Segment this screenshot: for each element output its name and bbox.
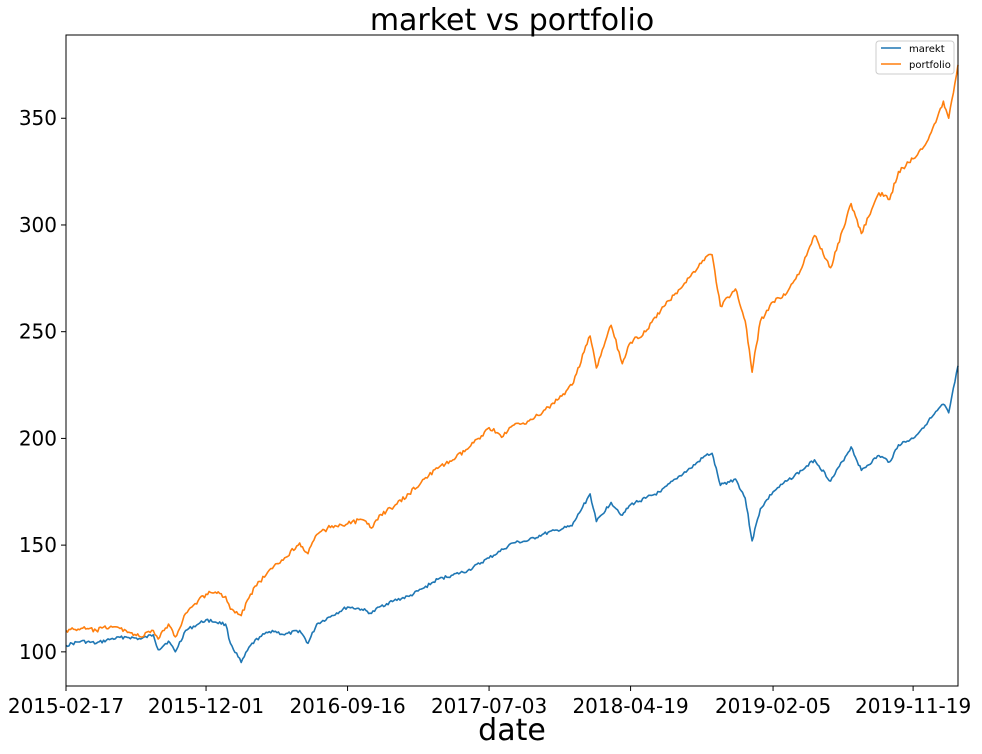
series-line-portfolio xyxy=(65,64,959,640)
x-tick-label: 2019-11-19 xyxy=(855,694,971,718)
x-tick-label: 2015-12-01 xyxy=(148,694,264,718)
x-tick-label: 2019-02-05 xyxy=(715,694,831,718)
series-line-marekt xyxy=(65,365,959,664)
y-tick-label: 150 xyxy=(19,533,57,557)
legend-label-marekt: marekt xyxy=(909,44,945,55)
chart-title: market vs portfolio xyxy=(370,3,654,38)
y-tick-label: 300 xyxy=(19,213,57,237)
y-tick-label: 100 xyxy=(19,640,57,664)
x-tick-label: 2018-04-19 xyxy=(572,694,688,718)
plot-frame xyxy=(65,34,959,687)
y-tick-label: 350 xyxy=(19,106,57,130)
y-tick-label: 200 xyxy=(19,426,57,450)
y-tick-label: 250 xyxy=(19,320,57,344)
legend: marekt portfolio xyxy=(875,40,955,75)
x-tick-label: 2015-02-17 xyxy=(8,694,124,718)
legend-box xyxy=(875,40,955,75)
x-tick-label: 2016-09-16 xyxy=(289,694,405,718)
x-tick-label: 2017-07-03 xyxy=(431,694,547,718)
legend-label-portfolio: portfolio xyxy=(909,60,951,71)
series-layer xyxy=(65,64,959,664)
x-axis: 2015-02-17 2015-12-01 2016-09-16 2017-07-03… xyxy=(8,686,971,718)
y-axis: 100 150 200 250 300 350 xyxy=(19,106,66,664)
x-axis-label: date xyxy=(478,713,546,748)
